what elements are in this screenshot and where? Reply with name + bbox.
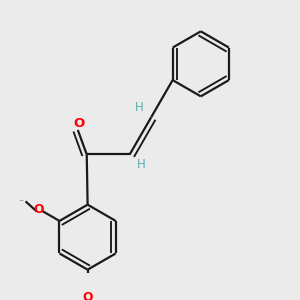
Text: methyl: methyl <box>20 200 25 201</box>
Text: O: O <box>82 291 93 300</box>
Text: H: H <box>135 100 144 114</box>
Text: O: O <box>33 203 44 216</box>
Text: O: O <box>74 117 85 130</box>
Text: H: H <box>137 158 146 171</box>
